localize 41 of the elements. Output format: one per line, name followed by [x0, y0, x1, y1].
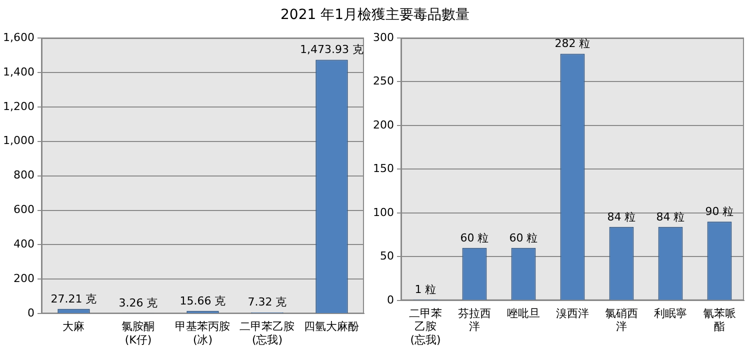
x-tick-label: 唑吡旦: [506, 306, 540, 320]
x-tick-label: 氯胺酮(K仔): [122, 320, 155, 346]
data-label: 60 粒: [460, 231, 489, 244]
y-tick-label: 200: [372, 118, 394, 132]
x-tick-label: 氯硝西泮: [605, 306, 638, 334]
data-label: 1 粒: [414, 282, 436, 296]
x-tick-label: 四氫大麻酚: [304, 320, 360, 334]
data-label: 15.66 克: [180, 294, 226, 308]
y-tick-label: 1,600: [2, 30, 34, 44]
y-tick-label: 1,400: [2, 65, 34, 78]
y-tick-label: 150: [372, 162, 394, 176]
data-label: 282 粒: [554, 37, 590, 50]
data-label: 90 粒: [705, 205, 734, 218]
x-tick-label: 芬拉西泮: [458, 306, 491, 334]
y-tick-label: 250: [372, 74, 394, 88]
x-tick-label: 二甲苯乙胺(忘我): [240, 320, 295, 346]
y-tick-label: 100: [372, 206, 394, 219]
data-label: 7.32 克: [248, 296, 287, 309]
chart-title: 2021 年1月檢獲主要毒品數量: [280, 6, 470, 24]
y-tick-label: 0: [27, 306, 34, 320]
x-tick-label: 利眠寧: [654, 306, 687, 320]
y-tick-label: 400: [13, 238, 34, 251]
data-label: 84 粒: [656, 210, 685, 224]
y-tick-label: 800: [13, 168, 34, 182]
data-label: 1,473.93 克: [300, 43, 364, 56]
x-tick-label: 氰苯哌酯: [703, 306, 736, 334]
x-tick-label: 大麻: [62, 320, 85, 334]
data-label: 60 粒: [509, 231, 538, 244]
data-label: 84 粒: [607, 210, 636, 224]
y-tick-label: 50: [380, 250, 394, 263]
y-tick-label: 200: [13, 272, 34, 286]
data-label: 3.26 克: [118, 296, 158, 310]
y-tick-label: 1,200: [2, 100, 34, 113]
x-tick-label: 溴西泮: [556, 306, 589, 320]
y-tick-label: 600: [13, 203, 34, 216]
x-tick-label: 二甲苯乙胺(忘我): [408, 306, 442, 346]
y-tick-label: 0: [386, 293, 394, 306]
x-tick-label: 甲基苯丙胺(冰): [175, 320, 230, 346]
y-tick-label: 1,000: [2, 134, 34, 148]
y-tick-label: 300: [372, 30, 394, 44]
data-label: 27.21 克: [50, 292, 97, 306]
